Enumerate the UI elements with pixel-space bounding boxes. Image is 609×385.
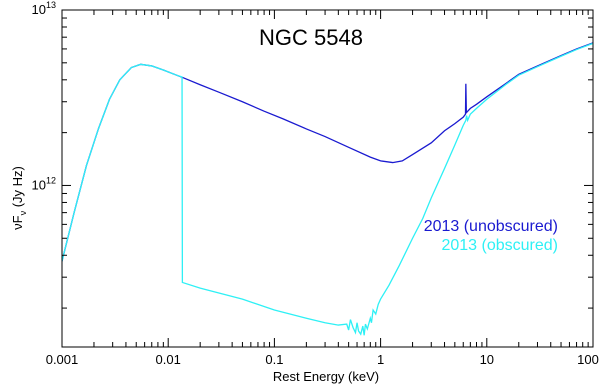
y-axis-label: νFν (Jy Hz) bbox=[10, 166, 28, 230]
plot-area bbox=[62, 42, 593, 336]
x-tick-label: 10 bbox=[480, 352, 494, 367]
plot-frame bbox=[61, 9, 594, 348]
chart-title: NGC 5548 bbox=[259, 25, 363, 50]
x-tick-label: 100 bbox=[577, 352, 599, 367]
y-tick-label: 1012 bbox=[32, 175, 56, 192]
x-tick-label: 0.001 bbox=[46, 352, 79, 367]
x-tick-label: 1 bbox=[377, 352, 384, 367]
x-tick-label: 0.1 bbox=[265, 352, 283, 367]
axes: 0.001 0.01 0.1 1 10 100 1012 1013 bbox=[32, 0, 599, 367]
x-axis-label: Rest Energy (keV) bbox=[273, 369, 379, 384]
legend-entry: 2013 (unobscured) bbox=[424, 218, 558, 235]
legend: 2013 (unobscured) 2013 (obscured) bbox=[424, 218, 558, 254]
legend-entry: 2013 (obscured) bbox=[441, 237, 558, 254]
y-tick-label: 1013 bbox=[32, 0, 56, 17]
x-tick-label: 0.01 bbox=[156, 352, 181, 367]
series-line-1 bbox=[62, 42, 593, 336]
